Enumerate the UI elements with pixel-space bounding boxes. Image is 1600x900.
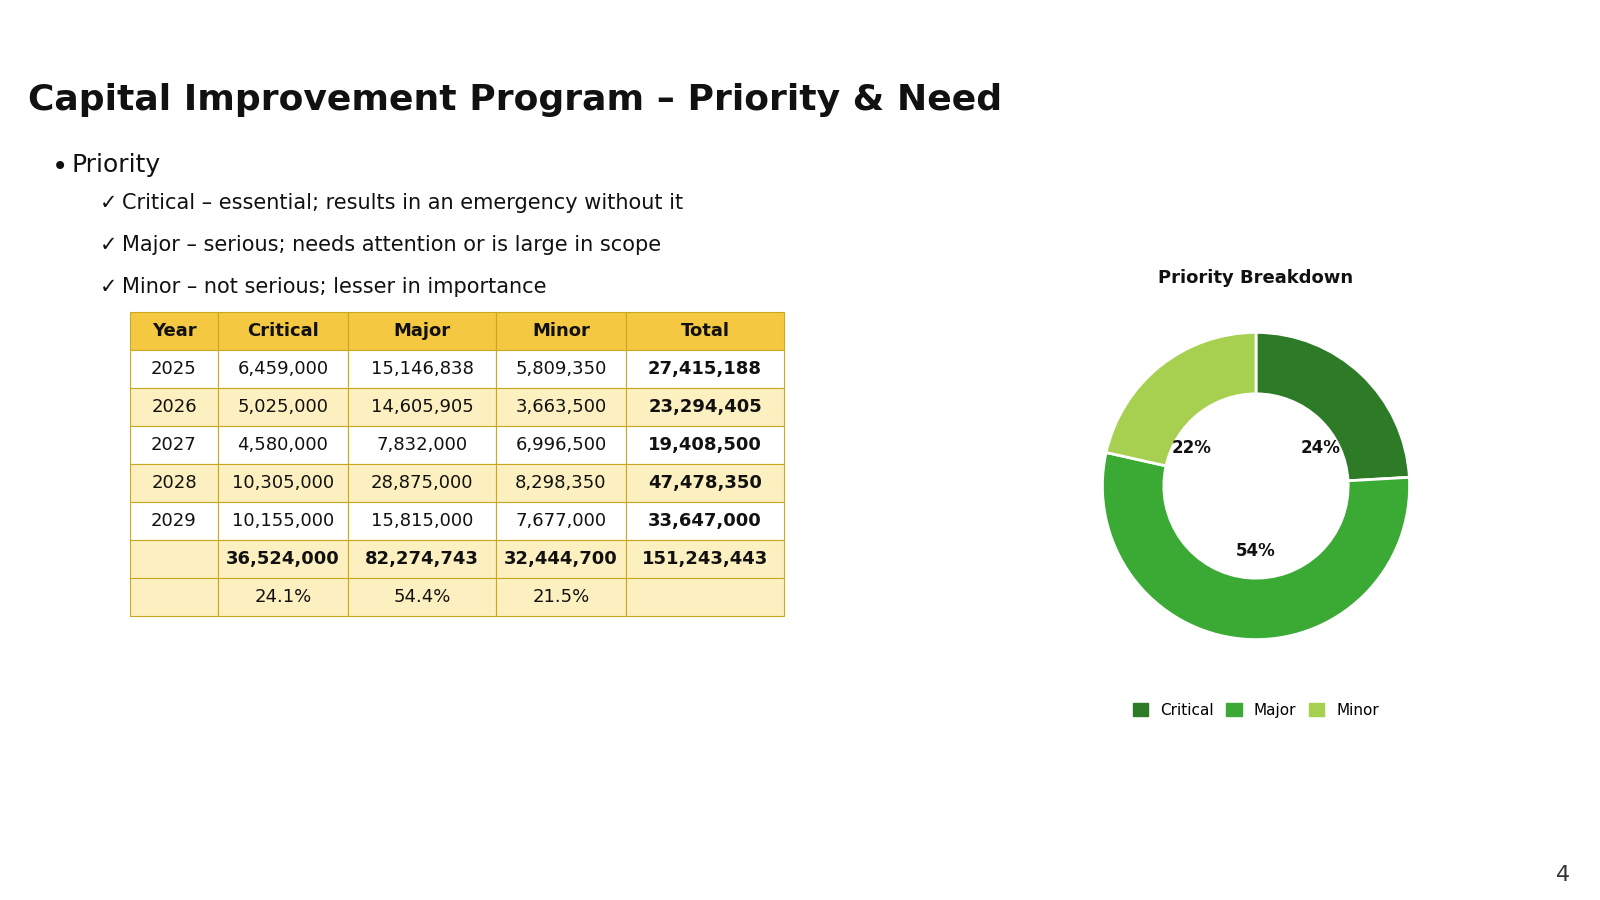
FancyBboxPatch shape [626, 350, 784, 388]
FancyBboxPatch shape [130, 464, 218, 502]
Text: ✓: ✓ [99, 193, 117, 212]
Text: 82,274,743: 82,274,743 [365, 550, 478, 568]
Text: 54%: 54% [1237, 542, 1275, 560]
Legend: Critical, Major, Minor: Critical, Major, Minor [1126, 697, 1386, 724]
Text: Capital Improvement Program – Priority & Need: Capital Improvement Program – Priority &… [29, 83, 1002, 117]
FancyBboxPatch shape [218, 311, 349, 350]
FancyBboxPatch shape [349, 502, 496, 540]
Wedge shape [1102, 453, 1410, 640]
FancyBboxPatch shape [218, 502, 349, 540]
Text: 2027: 2027 [150, 436, 197, 454]
FancyBboxPatch shape [218, 540, 349, 578]
Text: 3,663,500: 3,663,500 [515, 398, 606, 416]
FancyBboxPatch shape [496, 464, 626, 502]
Text: 7,677,000: 7,677,000 [515, 512, 606, 530]
FancyBboxPatch shape [496, 540, 626, 578]
FancyBboxPatch shape [218, 426, 349, 464]
FancyBboxPatch shape [496, 426, 626, 464]
Text: Minor: Minor [533, 322, 590, 340]
FancyBboxPatch shape [218, 350, 349, 388]
Text: 5,809,350: 5,809,350 [515, 360, 606, 378]
FancyBboxPatch shape [626, 502, 784, 540]
Text: Critical: Critical [246, 322, 318, 340]
FancyBboxPatch shape [130, 578, 218, 616]
FancyBboxPatch shape [130, 540, 218, 578]
FancyBboxPatch shape [626, 426, 784, 464]
FancyBboxPatch shape [130, 311, 218, 350]
Text: 2026: 2026 [150, 398, 197, 416]
Text: 27,415,188: 27,415,188 [648, 360, 762, 378]
Text: 6,459,000: 6,459,000 [237, 360, 328, 378]
FancyBboxPatch shape [349, 311, 496, 350]
FancyBboxPatch shape [626, 540, 784, 578]
Text: •: • [51, 153, 69, 181]
FancyBboxPatch shape [349, 540, 496, 578]
Text: 23,294,405: 23,294,405 [648, 398, 762, 416]
FancyBboxPatch shape [626, 578, 784, 616]
Text: 4,580,000: 4,580,000 [237, 436, 328, 454]
FancyBboxPatch shape [130, 350, 218, 388]
FancyBboxPatch shape [349, 464, 496, 502]
Text: Critical – essential; results in an emergency without it: Critical – essential; results in an emer… [122, 193, 683, 212]
FancyBboxPatch shape [496, 311, 626, 350]
FancyBboxPatch shape [496, 578, 626, 616]
Text: 7,832,000: 7,832,000 [376, 436, 467, 454]
Text: 54.4%: 54.4% [394, 588, 451, 606]
FancyBboxPatch shape [349, 578, 496, 616]
FancyBboxPatch shape [626, 388, 784, 426]
Text: Year: Year [152, 322, 197, 340]
Text: 4: 4 [1555, 865, 1570, 885]
Text: 15,815,000: 15,815,000 [371, 512, 474, 530]
Text: 2025: 2025 [150, 360, 197, 378]
Text: 22%: 22% [1171, 438, 1211, 456]
Text: Major – serious; needs attention or is large in scope: Major – serious; needs attention or is l… [122, 235, 661, 255]
Text: ✓: ✓ [99, 277, 117, 297]
Text: 5,025,000: 5,025,000 [237, 398, 328, 416]
Text: Total: Total [680, 322, 730, 340]
Text: 36,524,000: 36,524,000 [226, 550, 339, 568]
Text: 8,298,350: 8,298,350 [515, 473, 606, 491]
FancyBboxPatch shape [496, 502, 626, 540]
Text: 6,996,500: 6,996,500 [515, 436, 606, 454]
Text: Priority: Priority [72, 153, 162, 176]
FancyBboxPatch shape [349, 426, 496, 464]
FancyBboxPatch shape [218, 464, 349, 502]
FancyBboxPatch shape [626, 311, 784, 350]
FancyBboxPatch shape [349, 350, 496, 388]
FancyBboxPatch shape [130, 502, 218, 540]
FancyBboxPatch shape [349, 388, 496, 426]
Text: 47,478,350: 47,478,350 [648, 473, 762, 491]
Text: 33,647,000: 33,647,000 [648, 512, 762, 530]
Text: 32,444,700: 32,444,700 [504, 550, 618, 568]
FancyBboxPatch shape [496, 350, 626, 388]
FancyBboxPatch shape [496, 388, 626, 426]
Text: 151,243,443: 151,243,443 [642, 550, 768, 568]
Text: 21.5%: 21.5% [533, 588, 590, 606]
FancyBboxPatch shape [218, 388, 349, 426]
Text: 14,605,905: 14,605,905 [371, 398, 474, 416]
FancyBboxPatch shape [130, 426, 218, 464]
Text: 19,408,500: 19,408,500 [648, 436, 762, 454]
Text: 10,155,000: 10,155,000 [232, 512, 334, 530]
FancyBboxPatch shape [130, 388, 218, 426]
Text: Minor – not serious; lesser in importance: Minor – not serious; lesser in importanc… [122, 277, 547, 297]
Polygon shape [933, 8, 1600, 57]
FancyBboxPatch shape [218, 578, 349, 616]
FancyBboxPatch shape [626, 464, 784, 502]
Wedge shape [1106, 332, 1256, 466]
Text: 10,305,000: 10,305,000 [232, 473, 334, 491]
Text: 15,146,838: 15,146,838 [371, 360, 474, 378]
Text: 2029: 2029 [150, 512, 197, 530]
Text: 24%: 24% [1301, 438, 1341, 456]
Wedge shape [1256, 332, 1410, 481]
Text: 24.1%: 24.1% [254, 588, 312, 606]
Title: Priority Breakdown: Priority Breakdown [1158, 269, 1354, 287]
Text: ✓: ✓ [99, 235, 117, 255]
Text: 2028: 2028 [150, 473, 197, 491]
Text: 28,875,000: 28,875,000 [371, 473, 474, 491]
Text: Major: Major [394, 322, 451, 340]
